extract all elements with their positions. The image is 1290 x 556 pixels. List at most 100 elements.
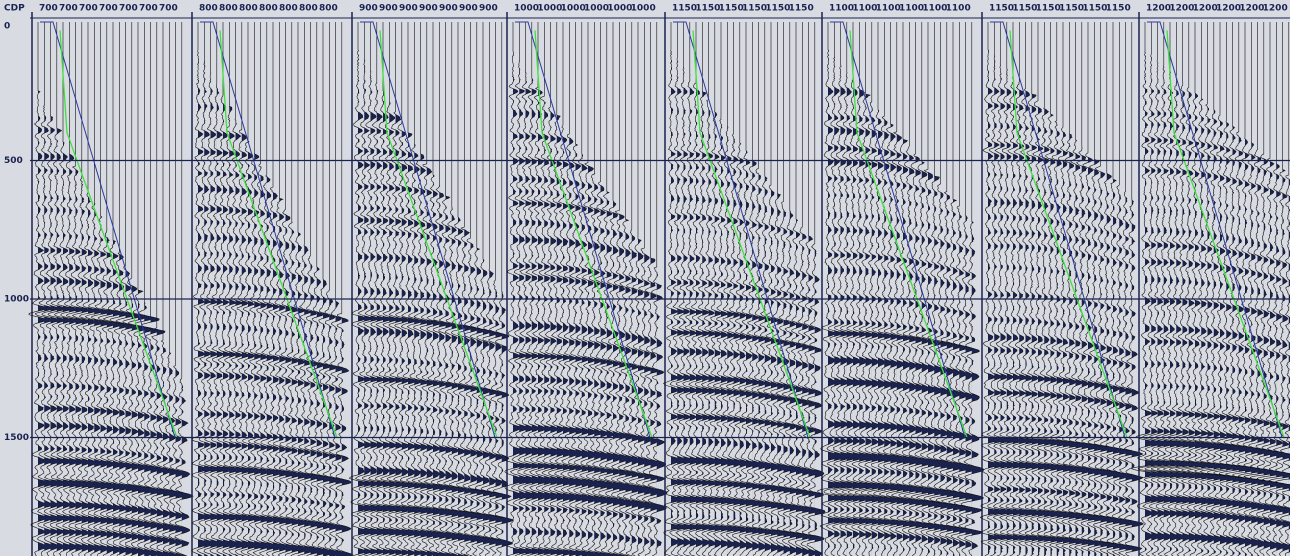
trace-fill [525,22,537,556]
trace-fill [414,22,427,556]
cdp-label: 800 [239,4,258,14]
panel: 700 700 700 700 700 700 700 [28,4,194,556]
velocity-pick [692,30,811,438]
trace [380,22,402,556]
trace [635,22,656,556]
trace [738,22,757,556]
time-label: 0 [4,22,10,32]
cdp-label: 900 [479,4,498,14]
trace-fill [656,22,668,556]
cdp-label: 900 [419,4,438,14]
trace [60,22,82,556]
trace [216,22,235,556]
trace [393,22,413,556]
trace [669,22,689,556]
trace-fill [764,22,776,556]
cdp-label: 1200 [1169,4,1194,14]
trace [629,22,650,556]
trace [423,22,445,556]
trace [712,22,734,556]
trace [41,22,63,556]
trace-fill [650,22,662,556]
trace [1080,22,1101,556]
trace-fill [594,22,606,556]
trace [1130,22,1158,556]
trace-fill [928,22,940,556]
cdp-label: 1000 [631,4,656,14]
trace [28,22,50,556]
cdp-label: 1000 [561,4,586,14]
cdp-label: 1200 [1146,4,1171,14]
trace [462,22,483,556]
trace-fill [279,22,290,556]
trace [841,22,866,556]
trace [517,22,538,556]
cdp-label: 700 [99,4,118,14]
trace [923,22,948,556]
trace [91,22,113,556]
trace-fill [50,22,63,556]
trace [898,22,922,556]
velocity-pick [219,30,338,438]
cdp-label: 1150 [672,4,697,14]
trace-fill [758,22,770,556]
cdp-label: 1150 [695,4,720,14]
trace-fill [959,22,972,556]
trace [259,22,278,556]
trace-fill [298,22,308,556]
cdp-label: 700 [39,4,58,14]
trace [1117,22,1138,556]
cdp-label: 1100 [876,4,901,14]
velocity-pick [849,30,968,438]
trace [719,22,738,556]
trace [806,22,826,556]
trace [854,22,879,556]
trace-fill [840,22,853,556]
cdp-label: 1000 [584,4,609,14]
trace [725,22,745,556]
trace [266,22,285,556]
trace [84,22,107,556]
trace-fill [175,22,187,556]
trace [694,22,714,556]
trace-fill [1201,22,1214,556]
trace [523,22,543,556]
cdp-label: 1150 [1059,4,1084,14]
trace [641,22,663,556]
trace [290,22,309,556]
trace-fill [606,22,617,556]
trace [285,22,303,556]
trace-fill [1106,22,1118,556]
trace-fill [1038,22,1050,556]
cdp-label: 1150 [719,4,744,14]
cdp-label: 700 [139,4,158,14]
trace [860,22,885,556]
trace-fill [890,22,903,556]
trace-fill [408,22,421,556]
trace-fill [921,22,934,556]
trace-fill [1100,22,1112,556]
trace-fill [1263,22,1276,556]
trace-fill [1257,22,1270,556]
trace [979,22,1000,556]
trace-fill [1056,22,1068,556]
cdp-label: 800 [199,4,218,14]
time-label: 500 [4,156,23,166]
trace-fill [241,22,253,556]
trace [915,22,941,556]
cdp-label: 1000 [607,4,632,14]
trace [598,22,618,556]
trace [1092,22,1113,556]
trace-fill [834,22,847,556]
cdp-label: 900 [359,4,378,14]
trace-fill [513,22,524,556]
trace [196,22,216,556]
trace-fill [1188,22,1202,556]
trace [823,22,848,556]
trace-fill [1232,22,1245,556]
trace [579,22,599,556]
trace-fill [285,22,296,556]
